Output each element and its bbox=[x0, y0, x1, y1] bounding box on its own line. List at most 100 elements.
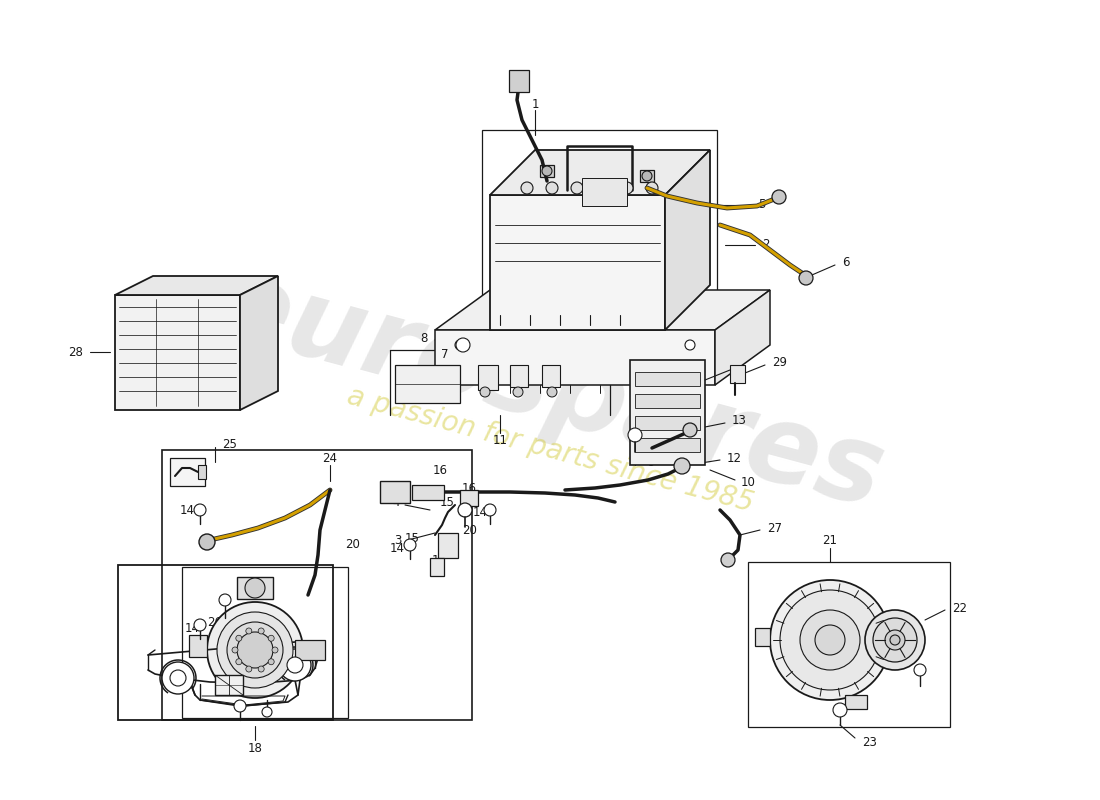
Bar bbox=[635, 394, 700, 408]
Polygon shape bbox=[666, 150, 710, 330]
Text: 25: 25 bbox=[222, 438, 236, 451]
Circle shape bbox=[833, 703, 847, 717]
Text: 1: 1 bbox=[531, 98, 539, 111]
Circle shape bbox=[235, 635, 242, 642]
Circle shape bbox=[542, 166, 552, 176]
Polygon shape bbox=[715, 290, 770, 385]
Text: 17: 17 bbox=[432, 554, 447, 566]
Text: 22: 22 bbox=[952, 602, 967, 614]
Bar bbox=[214, 675, 243, 695]
Text: a passion for parts since 1985: a passion for parts since 1985 bbox=[343, 382, 757, 518]
Bar bbox=[845, 695, 867, 709]
Circle shape bbox=[199, 534, 214, 550]
Circle shape bbox=[886, 630, 905, 650]
Circle shape bbox=[268, 658, 274, 665]
Circle shape bbox=[873, 618, 917, 662]
Circle shape bbox=[890, 635, 900, 645]
Text: 3: 3 bbox=[395, 534, 402, 547]
Bar bbox=[630, 360, 705, 465]
Circle shape bbox=[513, 387, 522, 397]
Text: 21: 21 bbox=[823, 534, 837, 546]
Polygon shape bbox=[116, 295, 240, 410]
Circle shape bbox=[258, 628, 264, 634]
Circle shape bbox=[772, 190, 786, 204]
Text: 29: 29 bbox=[772, 357, 786, 370]
Circle shape bbox=[646, 182, 658, 194]
Circle shape bbox=[258, 666, 264, 672]
Text: 8: 8 bbox=[420, 331, 428, 345]
Circle shape bbox=[455, 340, 465, 350]
Text: 26: 26 bbox=[208, 615, 222, 629]
Circle shape bbox=[628, 428, 642, 442]
Circle shape bbox=[234, 700, 246, 712]
Bar bbox=[170, 458, 205, 486]
Text: 14: 14 bbox=[473, 506, 488, 519]
Circle shape bbox=[268, 635, 274, 642]
Circle shape bbox=[800, 610, 860, 670]
Circle shape bbox=[621, 182, 632, 194]
Circle shape bbox=[279, 649, 311, 681]
Circle shape bbox=[484, 504, 496, 516]
Bar bbox=[748, 562, 950, 727]
Bar bbox=[412, 485, 444, 500]
Circle shape bbox=[194, 504, 206, 516]
Circle shape bbox=[227, 622, 283, 678]
Text: 27: 27 bbox=[767, 522, 782, 534]
Circle shape bbox=[480, 387, 490, 397]
Text: 12: 12 bbox=[727, 451, 742, 465]
Circle shape bbox=[815, 625, 845, 655]
Text: 15: 15 bbox=[440, 497, 455, 510]
Text: 2: 2 bbox=[762, 238, 770, 251]
Circle shape bbox=[458, 503, 472, 517]
Circle shape bbox=[512, 72, 527, 88]
Bar bbox=[582, 178, 627, 206]
Circle shape bbox=[780, 590, 880, 690]
Circle shape bbox=[521, 182, 534, 194]
Circle shape bbox=[456, 338, 470, 352]
Text: 28: 28 bbox=[68, 346, 82, 358]
Circle shape bbox=[235, 658, 242, 665]
Text: 4: 4 bbox=[393, 497, 400, 510]
Text: 14: 14 bbox=[185, 622, 200, 634]
Bar bbox=[295, 640, 324, 660]
Text: 14: 14 bbox=[180, 503, 195, 517]
Text: 7: 7 bbox=[440, 349, 448, 362]
Text: 16: 16 bbox=[433, 463, 448, 477]
Bar bbox=[198, 465, 206, 479]
Bar bbox=[482, 130, 717, 337]
Text: 23: 23 bbox=[862, 735, 877, 749]
Polygon shape bbox=[490, 150, 710, 195]
Polygon shape bbox=[434, 330, 715, 385]
Circle shape bbox=[865, 610, 925, 670]
Text: 16: 16 bbox=[462, 482, 477, 494]
Circle shape bbox=[914, 664, 926, 676]
Polygon shape bbox=[490, 195, 666, 330]
Bar bbox=[509, 70, 529, 92]
Circle shape bbox=[162, 662, 194, 694]
Text: 6: 6 bbox=[842, 255, 849, 269]
Bar bbox=[189, 635, 207, 657]
Circle shape bbox=[770, 580, 890, 700]
Bar bbox=[755, 628, 770, 646]
Text: 20: 20 bbox=[345, 538, 360, 551]
Text: 14: 14 bbox=[390, 542, 405, 554]
Text: 9: 9 bbox=[647, 455, 654, 469]
Bar bbox=[460, 490, 478, 506]
Circle shape bbox=[571, 182, 583, 194]
Circle shape bbox=[272, 647, 278, 653]
Bar bbox=[118, 565, 333, 720]
Bar bbox=[438, 533, 458, 558]
Text: 24: 24 bbox=[322, 451, 338, 465]
Bar bbox=[540, 165, 554, 177]
Polygon shape bbox=[434, 290, 770, 330]
Text: 10: 10 bbox=[741, 475, 756, 489]
Circle shape bbox=[547, 387, 557, 397]
Text: 20: 20 bbox=[462, 523, 477, 537]
Bar bbox=[478, 365, 498, 390]
Circle shape bbox=[219, 594, 231, 606]
Text: 5: 5 bbox=[758, 198, 766, 211]
Bar bbox=[182, 567, 348, 718]
Circle shape bbox=[232, 647, 238, 653]
Circle shape bbox=[596, 182, 608, 194]
Text: 13: 13 bbox=[732, 414, 747, 427]
